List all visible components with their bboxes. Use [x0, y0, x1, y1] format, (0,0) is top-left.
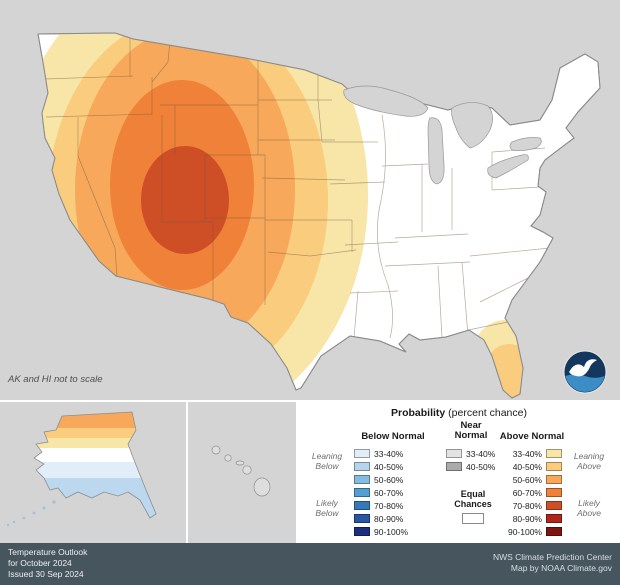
legend-row: 33-40% [446, 447, 500, 460]
legend-range-label: 40-50% [512, 461, 542, 472]
equal-chances-label: Equal Chances [454, 489, 492, 509]
footer-source: NWS Climate Prediction Center [492, 552, 612, 562]
legend-swatch [546, 488, 562, 497]
below-normal-rows: 33-40% 40-50% 50-60% 60-70% 70-80% 80-90% 90-1… [354, 447, 414, 538]
legend-range-label: 50-60% [374, 474, 404, 485]
legend-row: 60-70% [354, 486, 414, 499]
hawaii-inset-panel [188, 402, 296, 543]
conus-map-panel: AK and HI not to scale [8, 32, 607, 399]
leaning-above-label: Leaning Above [573, 451, 605, 471]
legend-range-label: 60-70% [374, 487, 404, 498]
hawaii-inset-map [188, 402, 296, 543]
likely-above-label: Likely Above [576, 498, 602, 518]
above-normal-header: Above Normal [499, 431, 565, 442]
legend-row: 90-100% [354, 525, 414, 538]
legend-row: 80-90% [354, 512, 414, 525]
footer-issued: Issued 30 Sep 2024 [8, 569, 84, 579]
legend-row: 70-80% [502, 499, 562, 512]
bottom-row: Probability (percent chance) Below Norma… [0, 400, 620, 543]
legend-range-label: 33-40% [374, 448, 404, 459]
legend-swatch [354, 449, 370, 458]
legend-swatch [354, 462, 370, 471]
legend-range-label: 80-90% [512, 513, 542, 524]
legend-range-label: 50-60% [512, 474, 542, 485]
legend-range-label: 40-50% [466, 461, 496, 472]
legend-row: 50-60% [354, 473, 414, 486]
legend-range-label: 80-90% [374, 513, 404, 524]
legend-row: 40-50% [502, 460, 562, 473]
noaa-logo-icon [563, 350, 607, 394]
lake-ontario [509, 137, 542, 152]
legend-title-word: Probability [391, 407, 446, 419]
legend-row: 33-40% [502, 447, 562, 460]
legend-swatch [546, 527, 562, 536]
legend-swatch [546, 449, 562, 458]
legend-row: 60-70% [502, 486, 562, 499]
alaska-inset-panel [0, 402, 186, 543]
great-lakes [343, 85, 542, 185]
legend-title-suffix: (percent chance) [445, 407, 527, 419]
footer-title: Temperature Outlook [8, 547, 88, 557]
footer-bar: Temperature Outlook for October 2024 Iss… [0, 543, 620, 585]
legend-swatch [354, 527, 370, 536]
legend-row: 80-90% [502, 512, 562, 525]
probability-legend: Probability (percent chance) Below Norma… [298, 402, 620, 543]
legend-range-label: 40-50% [374, 461, 404, 472]
legend-swatch [446, 449, 462, 458]
legend-range-label: 70-80% [512, 500, 542, 511]
alaska-outline [33, 411, 157, 519]
hawaii-inset-background [188, 402, 296, 543]
legend-row: 70-80% [354, 499, 414, 512]
legend-row: 50-60% [502, 473, 562, 486]
legend-row: 40-50% [354, 460, 414, 473]
us-outline [37, 32, 601, 399]
legend-row: 33-40% [354, 447, 414, 460]
above-normal-rows: 33-40% 40-50% 50-60% 60-70% 70-80% 80-90% 90-1… [502, 447, 562, 538]
lake-huron [451, 102, 493, 149]
leaning-below-label: Leaning Below [311, 451, 343, 471]
footer-left-text: Temperature Outlook for October 2024 Iss… [8, 547, 87, 580]
legend-row: 90-100% [502, 525, 562, 538]
legend-swatch [546, 501, 562, 510]
lake-michigan [427, 117, 445, 185]
legend-swatch [546, 514, 562, 523]
legend-range-label: 90-100% [507, 526, 542, 537]
legend-swatch [354, 475, 370, 484]
legend-row: 40-50% [446, 460, 500, 473]
near-normal-header: Near Normal [454, 420, 488, 441]
scale-note: AK and HI not to scale [8, 374, 103, 385]
legend-swatch [354, 514, 370, 523]
conus-temperature-outlook-map [37, 32, 601, 399]
below-normal-header: Below Normal [361, 431, 425, 442]
seagull-icon [569, 359, 597, 377]
lake-superior [343, 85, 429, 117]
equal-chances-swatch [462, 513, 484, 524]
legend-range-label: 90-100% [374, 526, 409, 537]
aleutian-islands [6, 500, 56, 527]
likely-below-label: Likely Below [315, 498, 339, 518]
legend-swatch [354, 501, 370, 510]
legend-range-label: 33-40% [466, 448, 496, 459]
footer-right-text: NWS Climate Prediction Center Map by NOA… [493, 552, 612, 574]
legend-swatch [546, 475, 562, 484]
near-normal-rows: 33-40% 40-50% [446, 447, 500, 473]
legend-swatch [546, 462, 562, 471]
hawaiian-islands [211, 445, 271, 497]
alaska-inset-map [0, 402, 186, 543]
legend-title: Probability (percent chance) [298, 407, 620, 419]
legend-range-label: 33-40% [512, 448, 542, 459]
legend-swatch [446, 462, 462, 471]
lake-erie [487, 154, 529, 179]
legend-range-label: 70-80% [374, 500, 404, 511]
above-ring-70-80 [141, 146, 229, 254]
legend-range-label: 60-70% [512, 487, 542, 498]
footer-period: for October 2024 [8, 558, 72, 568]
footer-credit: Map by NOAA Climate.gov [510, 563, 612, 573]
legend-swatch [354, 488, 370, 497]
